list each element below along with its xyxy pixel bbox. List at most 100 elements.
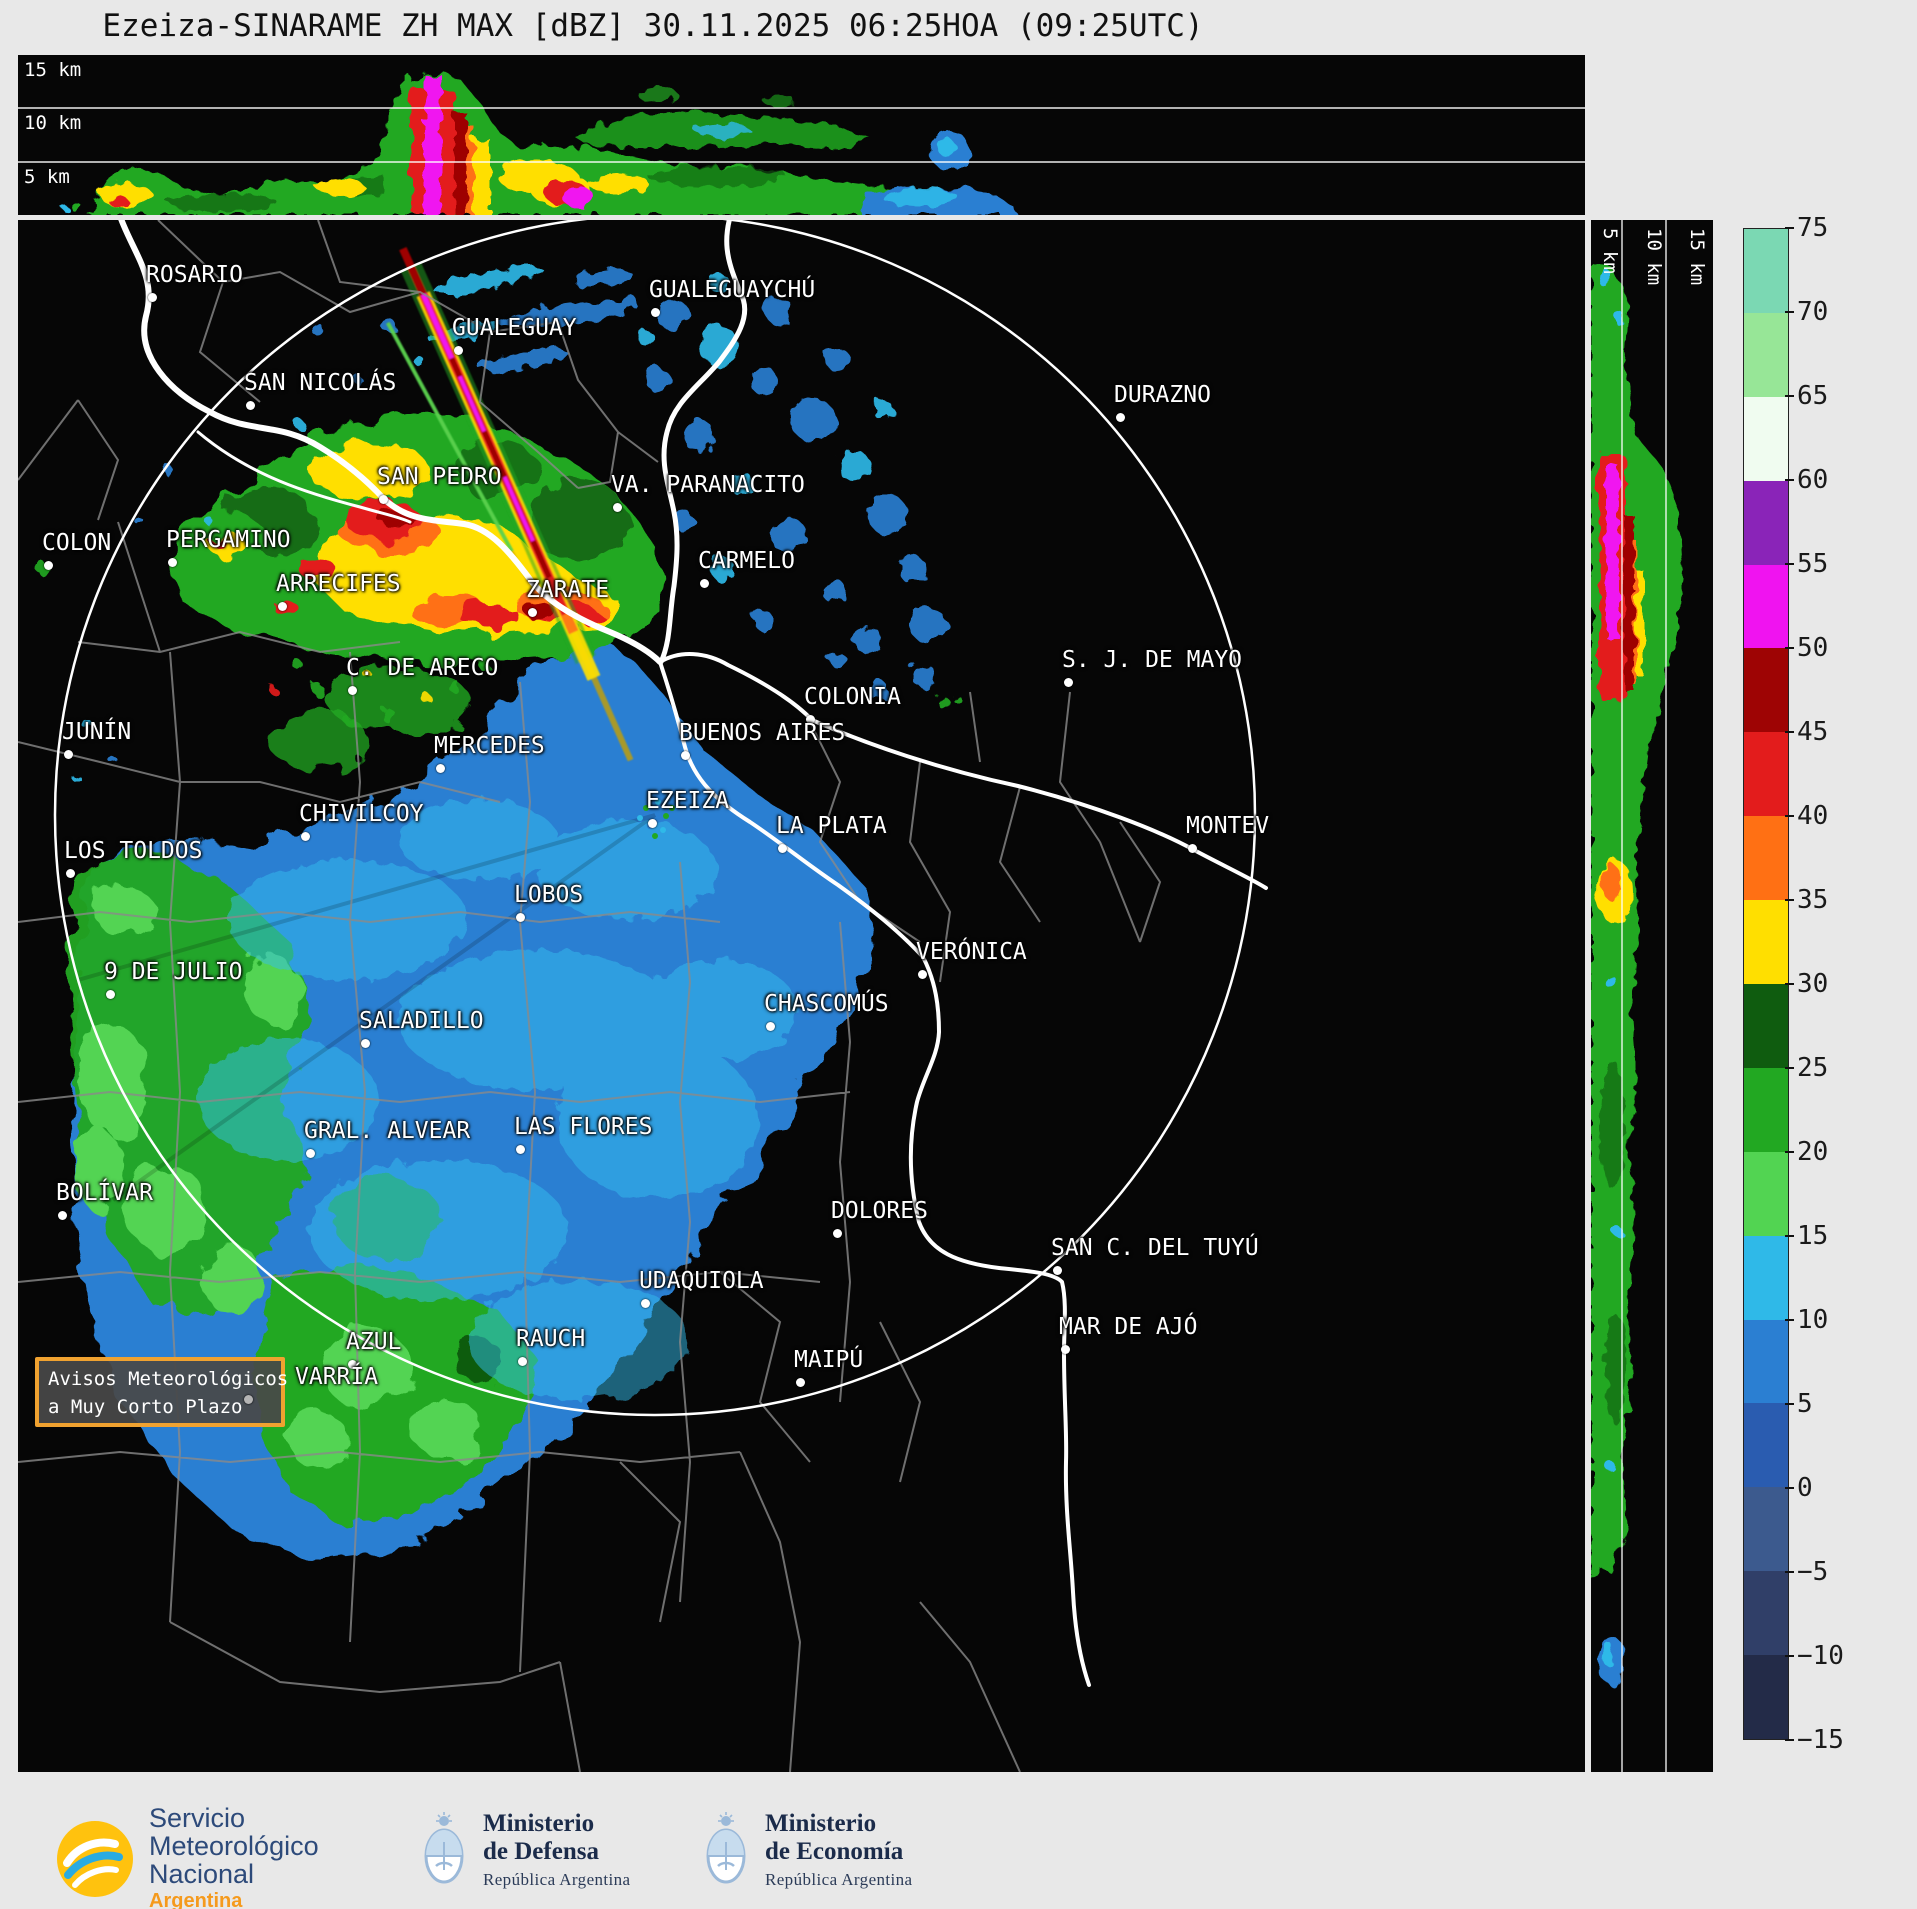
city-dot (1064, 678, 1073, 687)
city-label: UDAQUIOLA (639, 1268, 764, 1294)
colorbar-tick-label: 40 (1784, 801, 1829, 831)
city-label: VA. PARANACITO (611, 472, 805, 498)
city-dot (148, 293, 157, 302)
city-label: LA PLATA (776, 813, 887, 839)
altitude-label-15km: 15 km (24, 59, 82, 81)
cross-section-top-canvas (18, 55, 1585, 215)
city-label: GUALEGUAYCHÚ (649, 277, 816, 303)
city-dot (379, 495, 388, 504)
city-label: LAS FLORES (514, 1114, 653, 1140)
city-label: SAN NICOLÁS (244, 370, 397, 396)
city-label: CHIVILCOY (299, 801, 424, 827)
cross-section-top-echoes (63, 71, 1018, 215)
city-label: SAN C. DEL TUYÚ (1051, 1235, 1259, 1261)
smn-country: Argentina (149, 1890, 243, 1909)
city-dot (361, 1039, 370, 1048)
colorbar-tick-label: 65 (1784, 381, 1829, 411)
colorbar-tick-label: 55 (1784, 549, 1829, 579)
colorbar-tick-label: 50 (1784, 633, 1829, 663)
colorbar-segment (1744, 1487, 1788, 1572)
city-dot (246, 401, 255, 410)
altitude-label-15km: 15 km (1686, 228, 1708, 286)
ministry-defensa-block: Ministerio de Defensa República Argentin… (418, 1810, 631, 1890)
city-label: DOLORES (831, 1198, 928, 1224)
colorbar-segment (1744, 1067, 1788, 1152)
warning-line-1: Avisos Meteorológicos (48, 1368, 289, 1390)
radar-map-panel: ROSARIO GUALEGUAYCHÚ GUALEGUAY SAN NICOLÁS D… (18, 220, 1585, 1772)
city-label: DURAZNO (1114, 382, 1211, 408)
city-dot (58, 1211, 67, 1220)
city-dot (651, 308, 660, 317)
colorbar-tick-label: 0 (1785, 1473, 1813, 1503)
smn-name-line: Servicio (149, 1803, 246, 1833)
colorbar-tick-label: 5 (1785, 1389, 1813, 1419)
ministry-name-line: Ministerio (765, 1810, 877, 1837)
city-dot (1061, 1345, 1070, 1354)
interference-spike (386, 246, 634, 762)
ministry-name-line: de Defensa (483, 1838, 599, 1865)
city-label: 9 DE JULIO (104, 959, 243, 985)
footer: Servicio Meteorológico Nacional Argentin… (0, 1788, 1917, 1909)
colorbar-segment (1744, 1655, 1788, 1740)
city-dot (681, 751, 690, 760)
colorbar-segment (1744, 229, 1788, 313)
colorbar-segment (1744, 816, 1788, 901)
colorbar-tick-label: 60 (1784, 465, 1829, 495)
altitude-label-10km: 10 km (24, 112, 82, 134)
city-dot (833, 1229, 842, 1238)
city-label: PERGAMINO (166, 527, 291, 553)
cross-section-side-echoes (1591, 262, 1683, 1684)
city-dot (301, 832, 310, 841)
colorbar-tick-label: 20 (1784, 1137, 1829, 1167)
city-dot (1053, 1266, 1062, 1275)
city-dot (518, 1357, 527, 1366)
city-layer: ROSARIO GUALEGUAYCHÚ GUALEGUAY SAN NICOLÁS D… (18, 220, 1585, 1772)
city-dot (306, 1149, 315, 1158)
city-dot (436, 764, 445, 773)
city-label: JUNÍN (62, 719, 132, 745)
city-label: SAN PEDRO (377, 464, 502, 490)
city-dot (700, 579, 709, 588)
altitude-gridlines (18, 107, 1585, 163)
colorbar-tick-label: −10 (1785, 1641, 1844, 1671)
ministry-name-line: de Economía (765, 1838, 904, 1865)
smn-logo-block: Servicio Meteorológico Nacional Argentin… (55, 1804, 319, 1909)
city-dot (348, 686, 357, 695)
city-label: MERCEDES (434, 733, 545, 759)
city-label: GUALEGUAY (452, 315, 577, 341)
colorbar-segment (1744, 396, 1788, 481)
ministry-subtitle: República Argentina (765, 1870, 913, 1889)
city-dot (766, 1022, 775, 1031)
colorbar-tick-label: 45 (1784, 717, 1829, 747)
warning-box: Avisos Meteorológicos a Muy Corto Plazo (35, 1357, 289, 1427)
colorbar-tick-label: −5 (1784, 1557, 1829, 1587)
city-label: CHASCOMÚS (764, 991, 889, 1017)
colorbar-segment (1744, 1571, 1788, 1656)
colorbar-ticks: 75 70 65 60 55 50 45 40 35 30 25 20 15 10 5 0 −5 −10 −15 (1784, 213, 1907, 1755)
colorbar-segment (1744, 648, 1788, 733)
city-dot (64, 750, 73, 759)
warning-line-2: a Muy Corto Plazo (48, 1395, 243, 1418)
city-label: ZARATE (526, 577, 610, 603)
city-dot (806, 715, 815, 724)
city-label: MONTEV (1186, 813, 1270, 839)
ministry-name-line: Ministerio (483, 1810, 595, 1837)
city-label: LOS TOLDOS (64, 838, 203, 864)
city-label: GRAL. ALVEAR (304, 1118, 471, 1144)
city-label: RAUCH (516, 1326, 586, 1352)
ministry-economia-block: Ministerio de Economía República Argenti… (700, 1810, 913, 1890)
colorbar-segment (1744, 312, 1788, 397)
ground-clutter-center (637, 795, 681, 839)
smn-name-line: Meteorológico (149, 1831, 319, 1862)
radial-shadow-artifacts (77, 813, 657, 1202)
cross-section-top-panel: 15 km 10 km 5 km (18, 55, 1585, 215)
city-label: SALADILLO (359, 1008, 484, 1034)
colorbar-tick-label: 30 (1784, 969, 1829, 999)
argentina-coat-of-arms-icon (424, 1812, 464, 1884)
city-label: ROSARIO (146, 262, 243, 288)
radar-map-canvas (18, 220, 1585, 1772)
colorbar-segment (1744, 984, 1788, 1068)
precipitation-echoes (38, 264, 960, 1560)
range-ring (53, 220, 1257, 1417)
city-dot (778, 844, 787, 853)
